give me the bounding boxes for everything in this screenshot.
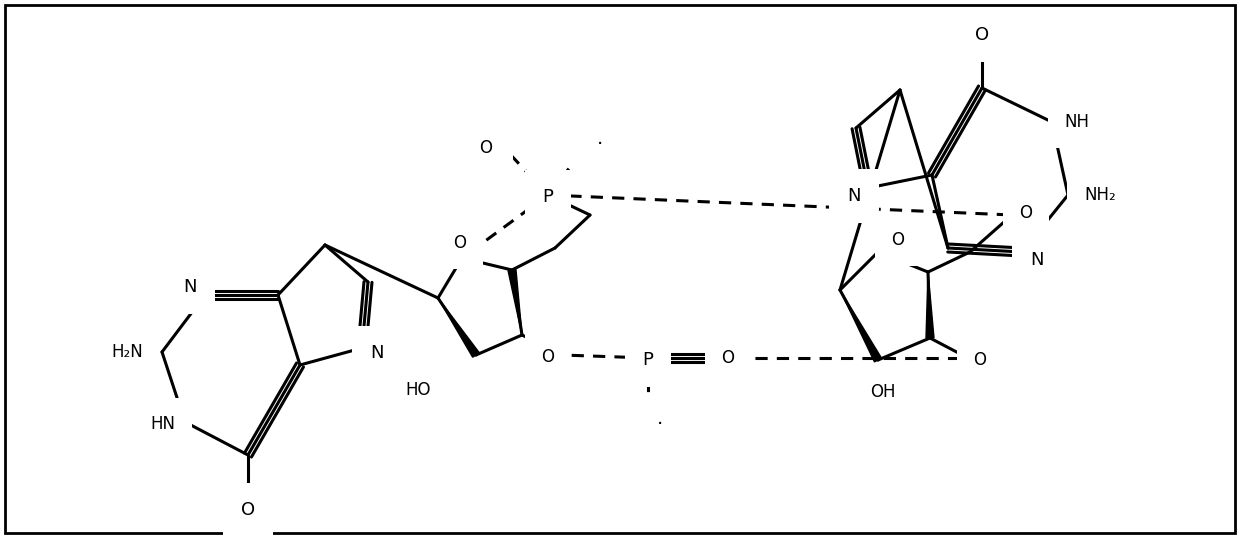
Text: NH: NH	[1064, 113, 1090, 131]
Text: HN: HN	[150, 415, 176, 433]
Text: O: O	[722, 349, 734, 367]
Text: O: O	[579, 129, 593, 147]
Text: P: P	[642, 351, 653, 369]
Polygon shape	[926, 272, 934, 338]
Text: OH: OH	[870, 383, 895, 401]
Polygon shape	[839, 290, 882, 362]
Text: O: O	[241, 501, 255, 519]
Polygon shape	[508, 270, 522, 335]
Text: HO: HO	[405, 381, 430, 399]
Text: O: O	[973, 351, 987, 369]
Text: P: P	[543, 188, 553, 206]
Text: N: N	[1030, 251, 1044, 269]
Text: NH₂: NH₂	[1084, 186, 1116, 204]
Text: O: O	[480, 139, 492, 157]
Text: ·: ·	[657, 415, 663, 435]
Polygon shape	[438, 298, 480, 357]
Text: N: N	[184, 278, 197, 296]
Text: N: N	[847, 187, 861, 205]
Text: O: O	[454, 234, 466, 252]
Text: O: O	[542, 348, 554, 366]
Text: N: N	[371, 344, 383, 362]
Text: O: O	[641, 422, 655, 440]
Text: O: O	[484, 135, 496, 153]
Text: H₂N: H₂N	[112, 343, 143, 361]
Text: ·: ·	[596, 134, 603, 153]
Text: O: O	[975, 26, 990, 44]
Text: O: O	[892, 231, 904, 249]
Text: O: O	[1019, 204, 1033, 222]
